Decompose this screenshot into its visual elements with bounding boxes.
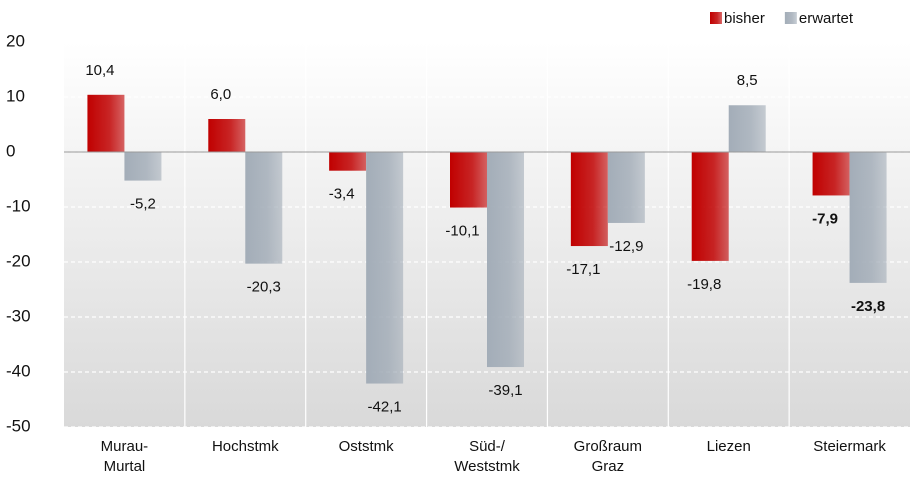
value-label: -10,1 xyxy=(445,223,479,240)
y-tick-label: -20 xyxy=(6,251,31,270)
value-label: 8,5 xyxy=(737,72,758,89)
bar xyxy=(208,119,246,152)
x-tick-label: Oststmk xyxy=(339,438,394,455)
value-label: -17,1 xyxy=(566,261,600,278)
value-label: -20,3 xyxy=(247,279,281,296)
x-tick-label: Murau-Murtal xyxy=(101,438,149,475)
value-label: 6,0 xyxy=(210,86,231,103)
bar xyxy=(366,152,404,384)
y-tick-label: 20 xyxy=(6,31,25,50)
x-tick-label: Süd-/Weststmk xyxy=(454,438,520,475)
value-label: 10,4 xyxy=(85,62,114,79)
legend-label: erwartet xyxy=(799,10,854,27)
bar xyxy=(607,152,645,223)
legend-label: bisher xyxy=(724,10,765,27)
x-tick-label: Steiermark xyxy=(813,438,886,455)
bar xyxy=(329,152,367,171)
bar xyxy=(124,152,162,181)
bar xyxy=(570,152,608,247)
value-label: -5,2 xyxy=(130,196,156,213)
bar xyxy=(87,94,125,152)
value-label: -23,8 xyxy=(851,298,885,315)
bar xyxy=(728,105,766,152)
y-tick-label: 10 xyxy=(6,86,25,105)
y-tick-label: -40 xyxy=(6,361,31,380)
value-label: -12,9 xyxy=(609,238,643,255)
y-tick-label: 0 xyxy=(6,141,15,160)
x-tick-label: Großraum Graz xyxy=(574,438,642,475)
x-tick-label: Liezen xyxy=(707,438,751,455)
legend-swatch xyxy=(784,12,797,24)
value-label: -42,1 xyxy=(368,399,402,416)
value-label: -39,1 xyxy=(488,382,522,399)
y-tick-label: -10 xyxy=(6,196,31,215)
legend-swatch xyxy=(710,12,722,24)
x-tick-label: Hochstmk xyxy=(212,438,279,455)
value-label: -7,9 xyxy=(812,210,838,227)
bar xyxy=(849,152,887,283)
bar xyxy=(487,152,524,368)
bar xyxy=(691,152,729,261)
bar xyxy=(812,152,850,196)
bar xyxy=(450,152,487,208)
y-tick-label: -50 xyxy=(6,416,31,435)
value-label: -3,4 xyxy=(329,186,355,203)
value-label: -19,8 xyxy=(687,276,721,293)
y-tick-label: -30 xyxy=(6,306,31,325)
bar xyxy=(245,152,283,264)
